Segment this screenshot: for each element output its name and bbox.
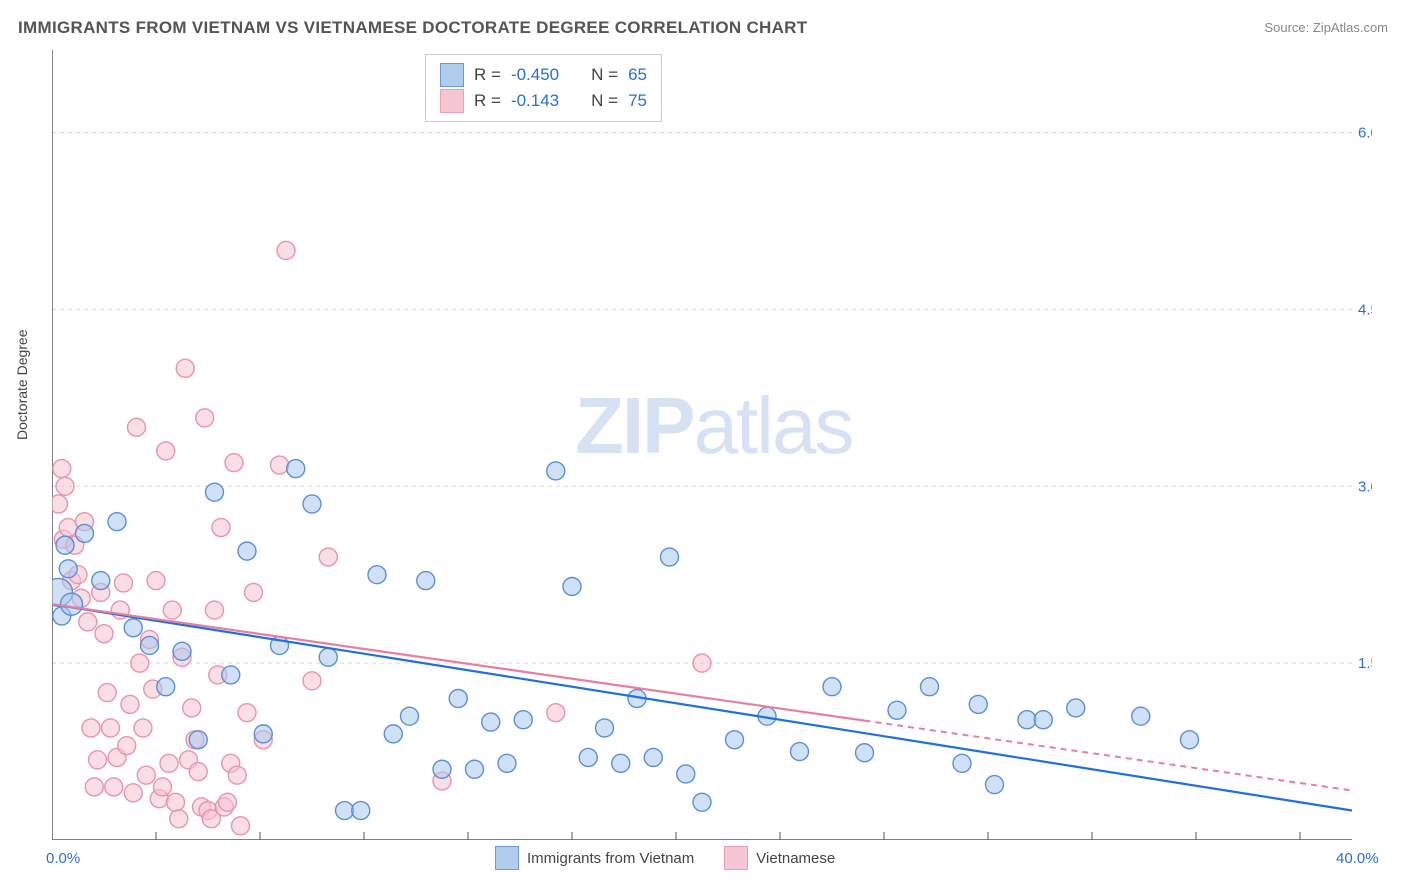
n-label: N = [591,91,618,111]
legend-swatch-pink [724,846,748,870]
chart-title: IMMIGRANTS FROM VIETNAM VS VIETNAMESE DO… [18,18,807,38]
svg-text:3.0%: 3.0% [1358,478,1372,495]
r-label: R = [474,65,501,85]
legend-label: Vietnamese [756,850,835,867]
legend-series: Immigrants from Vietnam Vietnamese [495,846,835,870]
svg-text:4.5%: 4.5% [1358,301,1372,318]
chart-area: 1.5% 3.0% 4.5% 6.0% [52,50,1372,840]
svg-text:1.5%: 1.5% [1358,655,1372,672]
legend-stats: R = -0.450 N = 65 R = -0.143 N = 75 [425,54,662,122]
legend-stat-row: R = -0.450 N = 65 [440,63,647,87]
legend-item: Immigrants from Vietnam [495,846,694,870]
svg-text:6.0%: 6.0% [1358,125,1372,142]
chart-svg: 1.5% 3.0% 4.5% 6.0% [52,50,1372,840]
legend-swatch-pink [440,89,464,113]
x-tick-max: 40.0% [1336,850,1379,867]
legend-item: Vietnamese [724,846,835,870]
x-tick-min: 0.0% [46,850,80,867]
legend-label: Immigrants from Vietnam [527,850,694,867]
r-label: R = [474,91,501,111]
n-label: N = [591,65,618,85]
r-value: -0.450 [511,65,559,85]
y-axis-label: Doctorate Degree [14,329,30,440]
legend-stat-row: R = -0.143 N = 75 [440,89,647,113]
n-value: 65 [628,65,647,85]
n-value: 75 [628,91,647,111]
legend-swatch-blue [440,63,464,87]
source-label: Source: ZipAtlas.com [1264,20,1388,35]
legend-swatch-blue [495,846,519,870]
r-value: -0.143 [511,91,559,111]
